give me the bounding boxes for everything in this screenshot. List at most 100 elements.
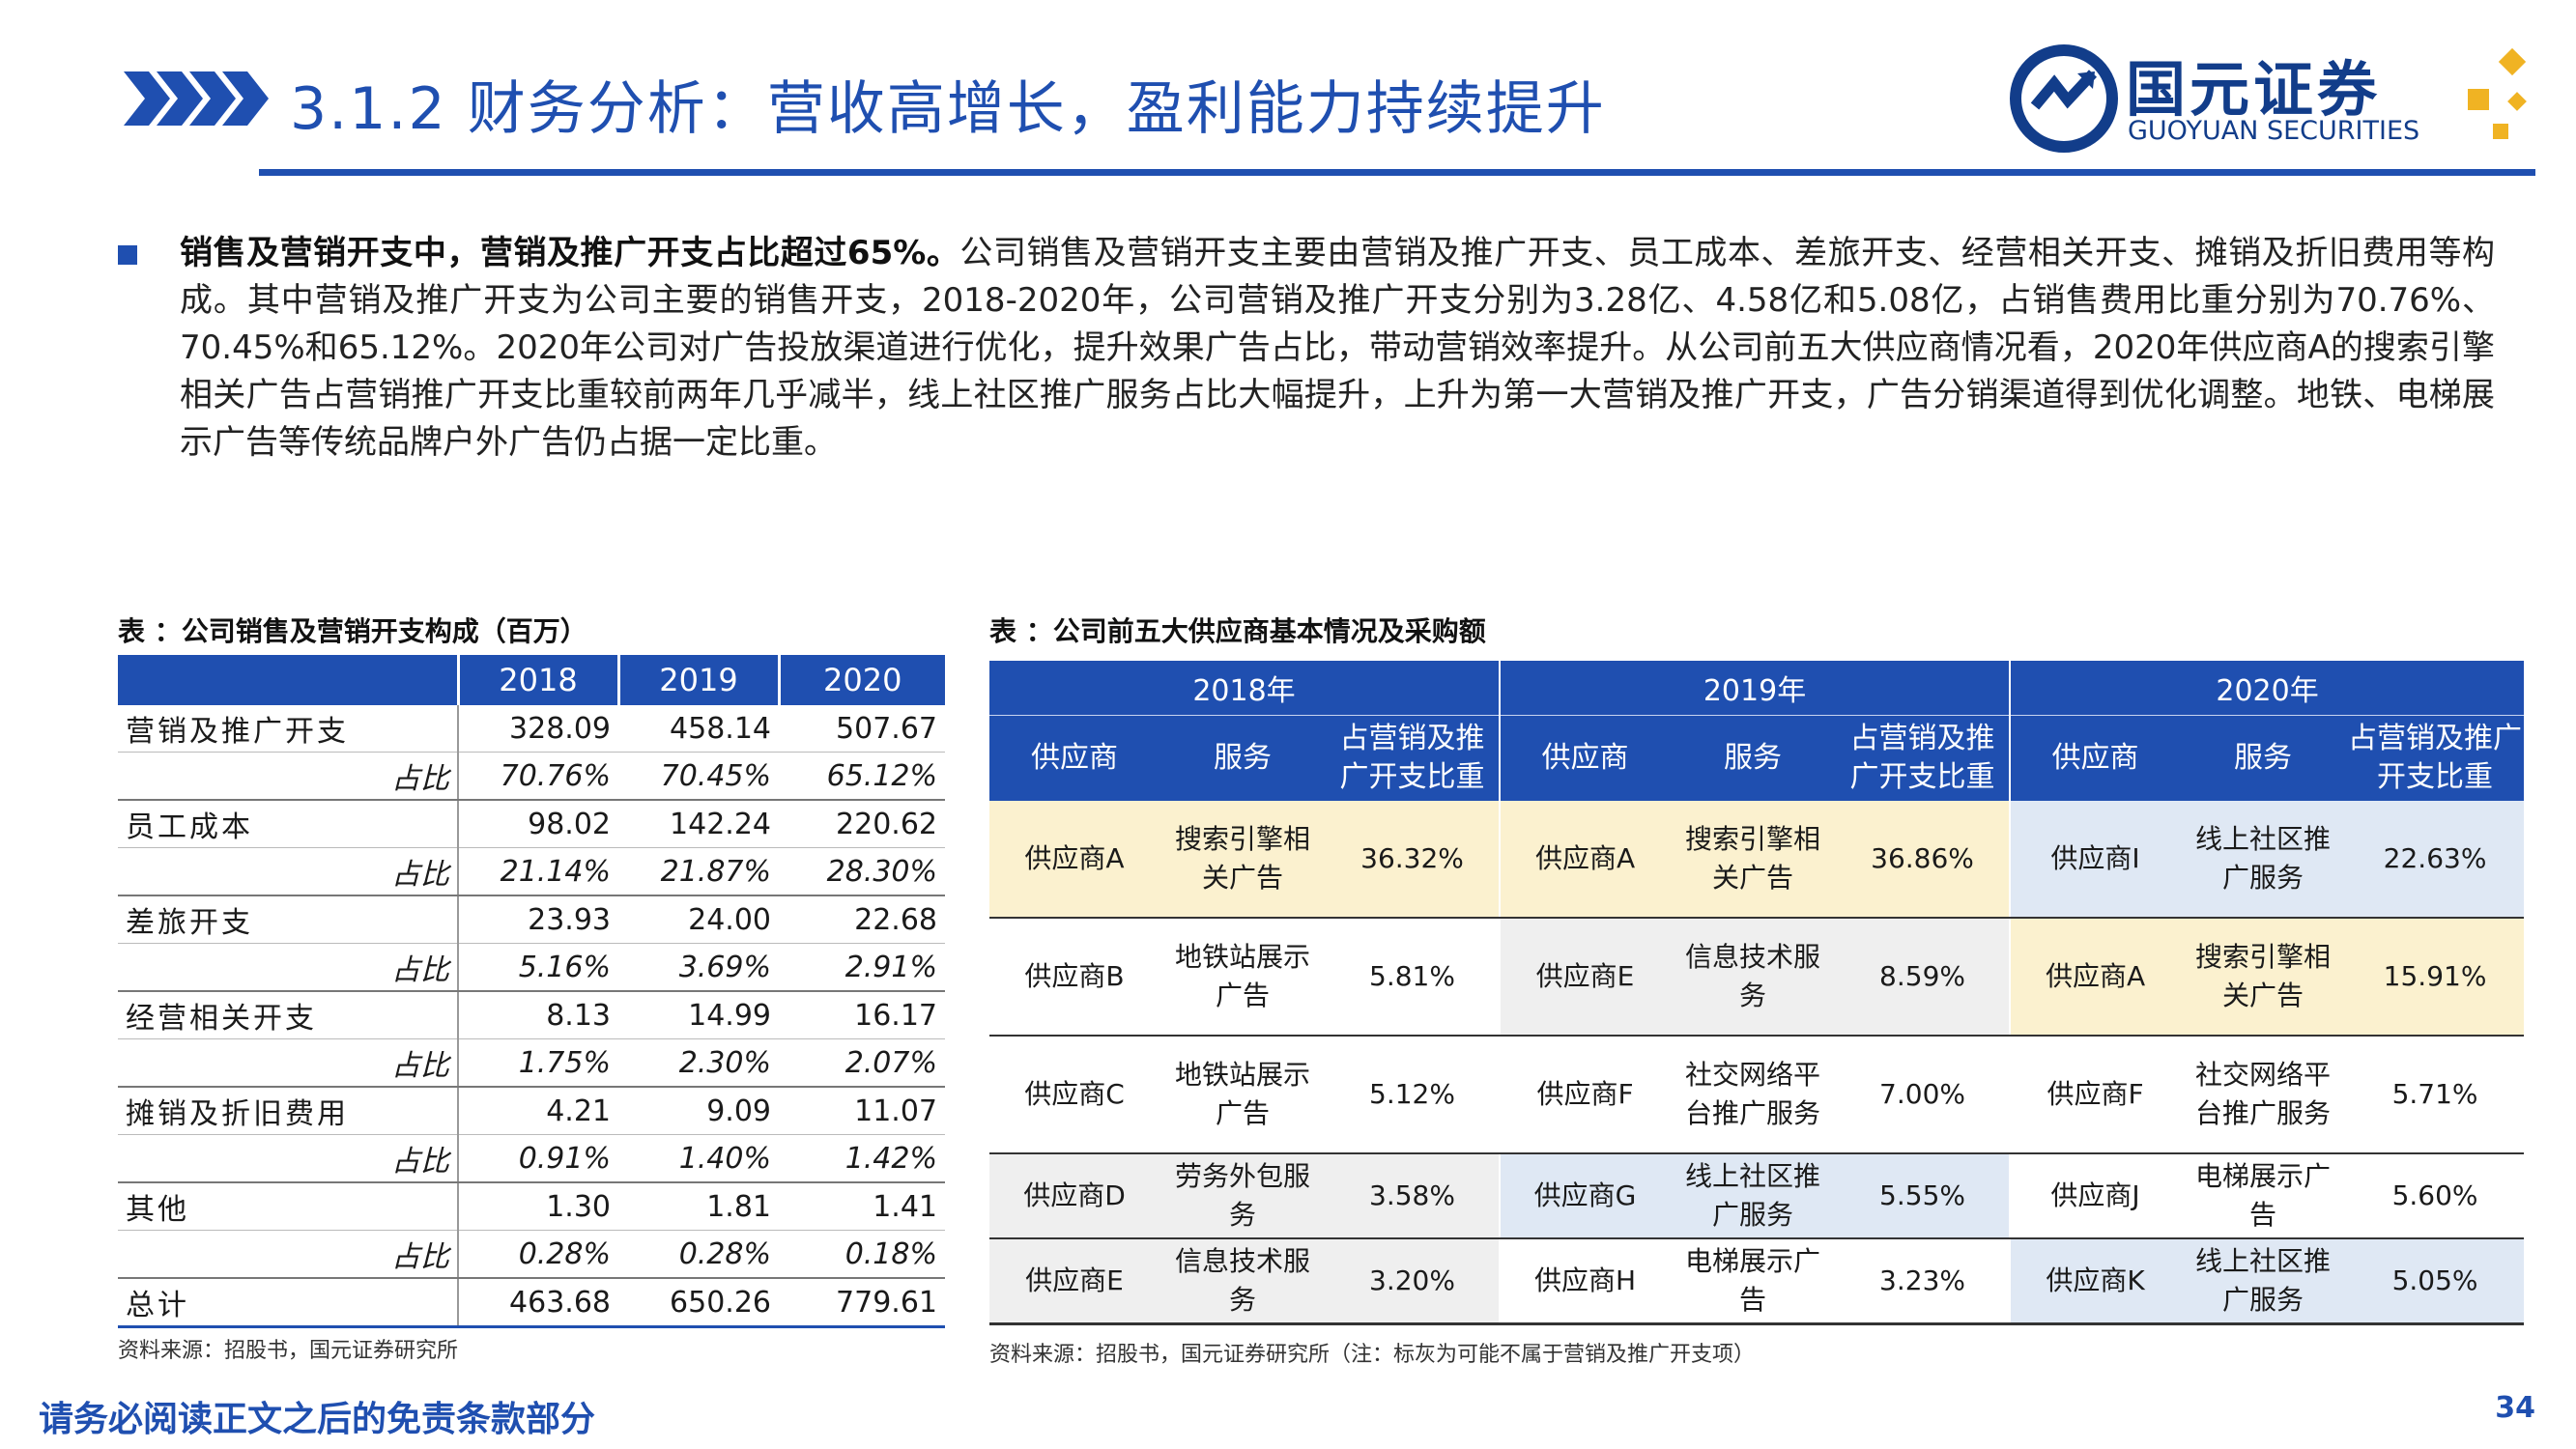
share-cell: 5.71% bbox=[2346, 1036, 2525, 1154]
table-header-cell: 2020 bbox=[777, 655, 945, 705]
table-cell: 220.62 bbox=[779, 800, 945, 848]
share-cell: 8.59% bbox=[1836, 918, 2011, 1037]
ratio-label: 占比 bbox=[118, 943, 459, 992]
table-cell: 24.00 bbox=[618, 895, 779, 944]
table-row: 占比 0.28% 0.28% 0.18% bbox=[118, 1230, 945, 1279]
share-cell: 15.91% bbox=[2346, 918, 2525, 1037]
column-header: 供应商 bbox=[1499, 715, 1671, 801]
table-header-cell: 2019 bbox=[616, 655, 779, 705]
logo-text-cn: 国元证券 bbox=[2126, 54, 2382, 125]
table-cell: 4.21 bbox=[458, 1087, 618, 1135]
service-cell: 电梯展示广告 bbox=[1670, 1238, 1837, 1325]
supplier-cell: 供应商B bbox=[989, 918, 1159, 1037]
table-cell: 1.75% bbox=[458, 1038, 618, 1088]
table-row: 其他 1.30 1.81 1.41 bbox=[118, 1182, 945, 1231]
table-cell: 0.91% bbox=[458, 1134, 618, 1183]
table-row: 占比 70.76% 70.45% 65.12% bbox=[118, 752, 945, 801]
right-table-caption: 表 ：公司前五大供应商基本情况及采购额 bbox=[989, 615, 1486, 647]
service-cell: 地铁站展示广告 bbox=[1159, 918, 1326, 1037]
table-row: 员工成本 98.02 142.24 220.62 bbox=[118, 800, 945, 848]
bullet-body: 公司销售及营销开支主要由营销及推广开支、员工成本、差旅开支、经营相关开支、摊销及… bbox=[180, 234, 2495, 462]
table-cell: 11.07 bbox=[779, 1087, 945, 1135]
table-cell: 98.02 bbox=[458, 800, 618, 848]
ratio-label: 占比 bbox=[118, 1230, 459, 1279]
row-label: 经营相关开支 bbox=[118, 991, 459, 1039]
left-table-caption: 表 ：公司销售及营销开支构成（百万） bbox=[118, 615, 587, 647]
service-cell: 线上社区推广服务 bbox=[2180, 801, 2347, 919]
table-cell: 2.91% bbox=[779, 943, 945, 992]
ratio-label: 占比 bbox=[118, 1134, 459, 1183]
table-header-cell bbox=[118, 655, 458, 705]
service-cell: 电梯展示广告 bbox=[2180, 1153, 2347, 1239]
column-header: 服务 bbox=[1670, 715, 1837, 801]
table-cell: 23.93 bbox=[458, 895, 618, 944]
share-cell: 5.55% bbox=[1836, 1153, 2011, 1239]
table-cell: 507.67 bbox=[779, 705, 945, 753]
supplier-cell: 供应商K bbox=[2009, 1238, 2181, 1325]
supplier-cell: 供应商H bbox=[1499, 1238, 1671, 1325]
ratio-label: 占比 bbox=[118, 752, 459, 801]
table-cell: 22.68 bbox=[779, 895, 945, 944]
service-cell: 信息技术服务 bbox=[1670, 918, 1837, 1037]
column-header: 占营销及推广开支比重 bbox=[1326, 715, 1501, 801]
table-row: 占比 0.91% 1.40% 1.42% bbox=[118, 1134, 945, 1183]
table-cell: 1.42% bbox=[779, 1134, 945, 1183]
row-label: 营销及推广开支 bbox=[118, 705, 459, 753]
table-row: 供应商B 地铁站展示广告 5.81% 供应商E 信息技术服务 8.59% 供应商… bbox=[989, 918, 2525, 1037]
table-cell: 1.40% bbox=[618, 1134, 779, 1183]
supplier-table: 2018年 2019年 2020年 供应商 服务 占营销及推广开支比重 供应商 … bbox=[989, 661, 2525, 1325]
table-cell: 650.26 bbox=[618, 1277, 779, 1328]
supplier-cell: 供应商A bbox=[1499, 801, 1671, 919]
disclaimer-note: 请务必阅读正文之后的免责条款部分 bbox=[39, 1400, 596, 1439]
supplier-cell: 供应商D bbox=[989, 1153, 1159, 1239]
supplier-cell: 供应商J bbox=[2009, 1153, 2181, 1239]
bullet-square-icon bbox=[118, 245, 137, 265]
table-cell: 8.13 bbox=[458, 991, 618, 1039]
table-cell: 328.09 bbox=[458, 705, 618, 753]
bullet-lead: 销售及营销开支中，营销及推广开支占比超过65%。 bbox=[180, 234, 960, 272]
table-cell: 28.30% bbox=[779, 847, 945, 896]
expense-table: 2018 2019 2020 营销及推广开支 328.09 458.14 507… bbox=[118, 655, 945, 1328]
table-row: 差旅开支 23.93 24.00 22.68 bbox=[118, 895, 945, 944]
supplier-cell: 供应商A bbox=[2009, 918, 2181, 1037]
supplier-cell: 供应商G bbox=[1499, 1153, 1671, 1239]
table-row: 营销及推广开支 328.09 458.14 507.67 bbox=[118, 705, 945, 753]
supplier-cell: 供应商F bbox=[2009, 1036, 2181, 1154]
logo-star-icon bbox=[2468, 48, 2527, 139]
share-cell: 5.05% bbox=[2346, 1238, 2525, 1325]
row-label: 差旅开支 bbox=[118, 895, 459, 944]
share-cell: 22.63% bbox=[2346, 801, 2525, 919]
table-cell: 458.14 bbox=[618, 705, 779, 753]
table-row: 占比 5.16% 3.69% 2.91% bbox=[118, 943, 945, 992]
supplier-cell: 供应商I bbox=[2009, 801, 2181, 919]
supplier-cell: 供应商A bbox=[989, 801, 1159, 919]
table-row: 经营相关开支 8.13 14.99 16.17 bbox=[118, 991, 945, 1039]
table-cell: 70.76% bbox=[458, 752, 618, 801]
service-cell: 线上社区推广服务 bbox=[2180, 1238, 2347, 1325]
service-cell: 信息技术服务 bbox=[1159, 1238, 1326, 1325]
table-cell: 0.28% bbox=[618, 1230, 779, 1279]
company-logo: 国元证券 GUOYUAN SECURITIES bbox=[2010, 39, 2551, 155]
share-cell: 5.12% bbox=[1326, 1036, 1501, 1154]
service-cell: 劳务外包服务 bbox=[1159, 1153, 1326, 1239]
column-header-row: 供应商 服务 占营销及推广开支比重 供应商 服务 占营销及推广开支比重 供应商 … bbox=[989, 715, 2525, 801]
service-cell: 搜索引擎相关广告 bbox=[1159, 801, 1326, 919]
share-cell: 36.86% bbox=[1836, 801, 2011, 919]
table-row: 占比 1.75% 2.30% 2.07% bbox=[118, 1038, 945, 1088]
supplier-cell: 供应商E bbox=[1499, 918, 1671, 1037]
column-header: 服务 bbox=[2180, 715, 2347, 801]
page-number: 34 bbox=[2495, 1391, 2535, 1425]
year-header: 2018年 bbox=[989, 661, 1501, 716]
left-table-source: 资料来源：招股书，国元证券研究所 bbox=[118, 1339, 459, 1363]
logo-text-en: GUOYUAN SECURITIES bbox=[2128, 116, 2420, 146]
table-cell: 14.99 bbox=[618, 991, 779, 1039]
service-cell: 搜索引擎相关广告 bbox=[1670, 801, 1837, 919]
supplier-cell: 供应商E bbox=[989, 1238, 1159, 1325]
table-row: 供应商E 信息技术服务 3.20% 供应商H 电梯展示广告 3.23% 供应商K… bbox=[989, 1238, 2525, 1325]
table-header-row: 2018 2019 2020 bbox=[118, 655, 945, 705]
table-cell: 2.07% bbox=[779, 1038, 945, 1088]
column-header: 供应商 bbox=[2009, 715, 2181, 801]
share-cell: 3.58% bbox=[1326, 1153, 1501, 1239]
supplier-cell: 供应商C bbox=[989, 1036, 1159, 1154]
share-cell: 3.20% bbox=[1326, 1238, 1501, 1325]
